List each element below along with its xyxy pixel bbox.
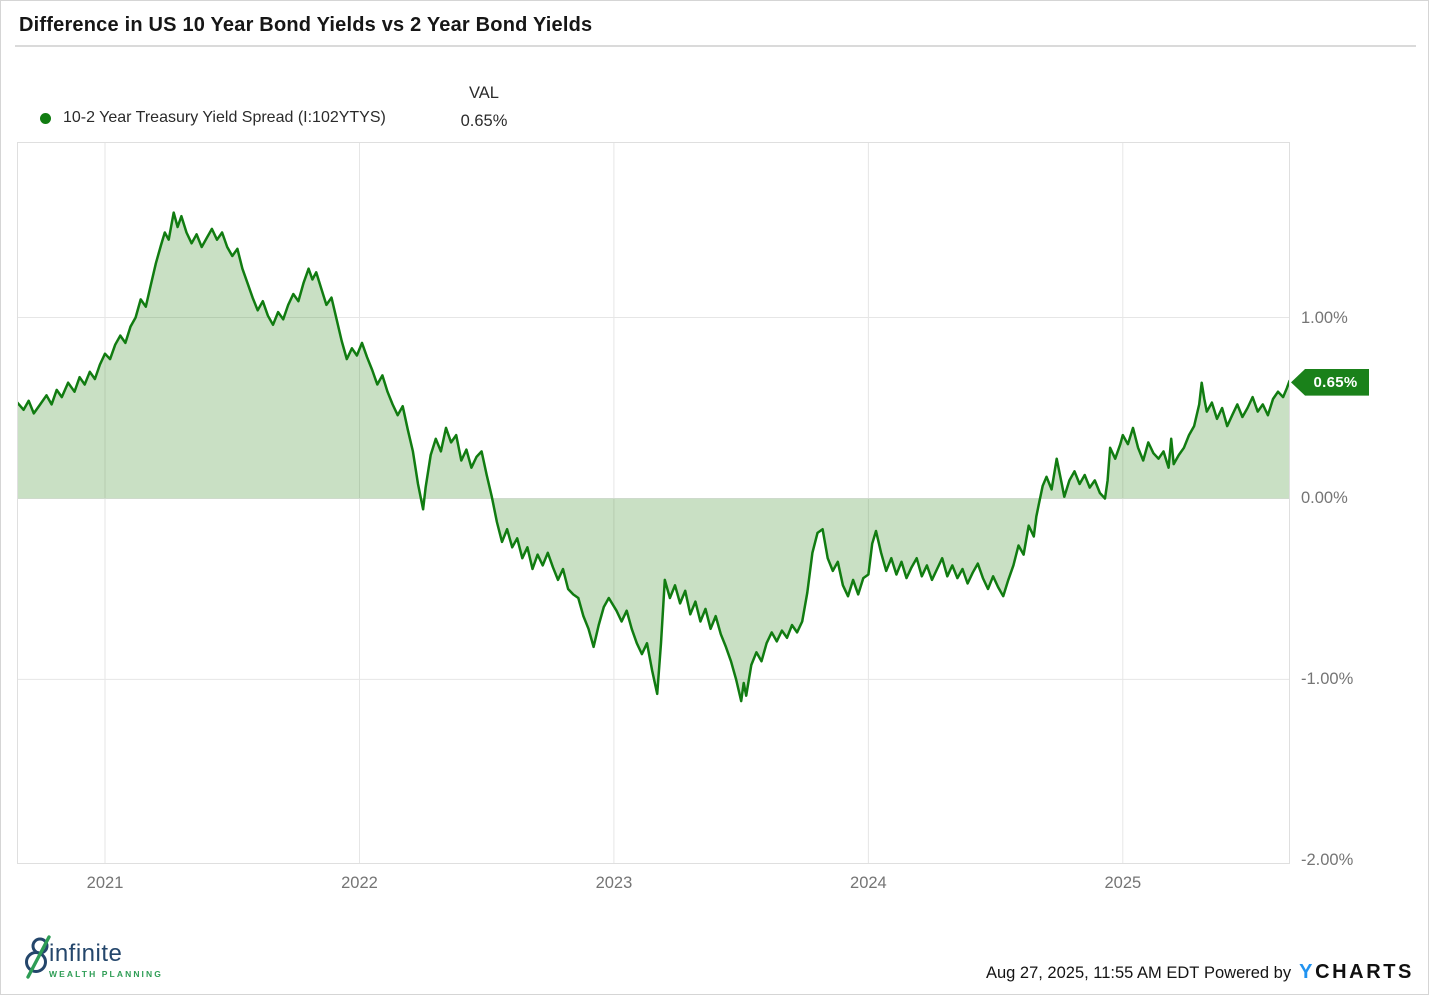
last-value-badge: 0.65% — [1291, 369, 1369, 396]
powered-by-text: Powered by — [1203, 964, 1292, 982]
chart-area[interactable] — [17, 142, 1290, 864]
logo-wordmark: infinite — [49, 940, 123, 967]
ycharts-wordmark: CHARTS — [1315, 961, 1414, 983]
ycharts-y-glyph: Y — [1299, 961, 1316, 983]
footer-attribution: Aug 27, 2025, 11:55 AM EDT Powered by YC… — [986, 961, 1414, 984]
y-axis-tick-label: -1.00% — [1301, 670, 1354, 689]
x-axis-tick-label: 2022 — [341, 874, 378, 892]
legend-row[interactable]: 10-2 Year Treasury Yield Spread (I:102YT… — [40, 109, 386, 127]
ycharts-logo[interactable]: YCHARTS — [1299, 961, 1414, 984]
yield-spread-plot[interactable] — [17, 142, 1290, 864]
y-axis-tick-label: -2.00% — [1301, 851, 1354, 870]
x-axis-tick-label: 2024 — [850, 874, 887, 892]
area-fill — [17, 212, 1290, 702]
x-axis-tick-label: 2021 — [86, 874, 124, 892]
y-axis-tick-label: 1.00% — [1301, 308, 1348, 327]
series-label: 10-2 Year Treasury Yield Spread (I:102YT… — [63, 109, 386, 126]
series-color-dot — [40, 112, 51, 124]
plot-border — [17, 142, 1290, 864]
page-title: Difference in US 10 Year Bond Yields vs … — [19, 14, 593, 36]
series-current-value: 0.65% — [460, 112, 508, 130]
y-axis-tick-label: 0.00% — [1301, 489, 1348, 508]
title-divider — [15, 45, 1416, 47]
val-column-header: VAL — [469, 84, 499, 102]
chart-timestamp: Aug 27, 2025, 11:55 AM EDT — [985, 964, 1200, 982]
infinite-wealth-planning-logo: infinite WEALTH PLANNING — [23, 933, 163, 979]
x-axis-tick-label: 2023 — [595, 874, 633, 892]
infinity-dollar-logo-icon — [25, 935, 51, 979]
logo-tagline: WEALTH PLANNING — [49, 969, 163, 979]
x-axis-tick-label: 2025 — [1104, 874, 1142, 892]
series-line — [17, 211, 1290, 703]
